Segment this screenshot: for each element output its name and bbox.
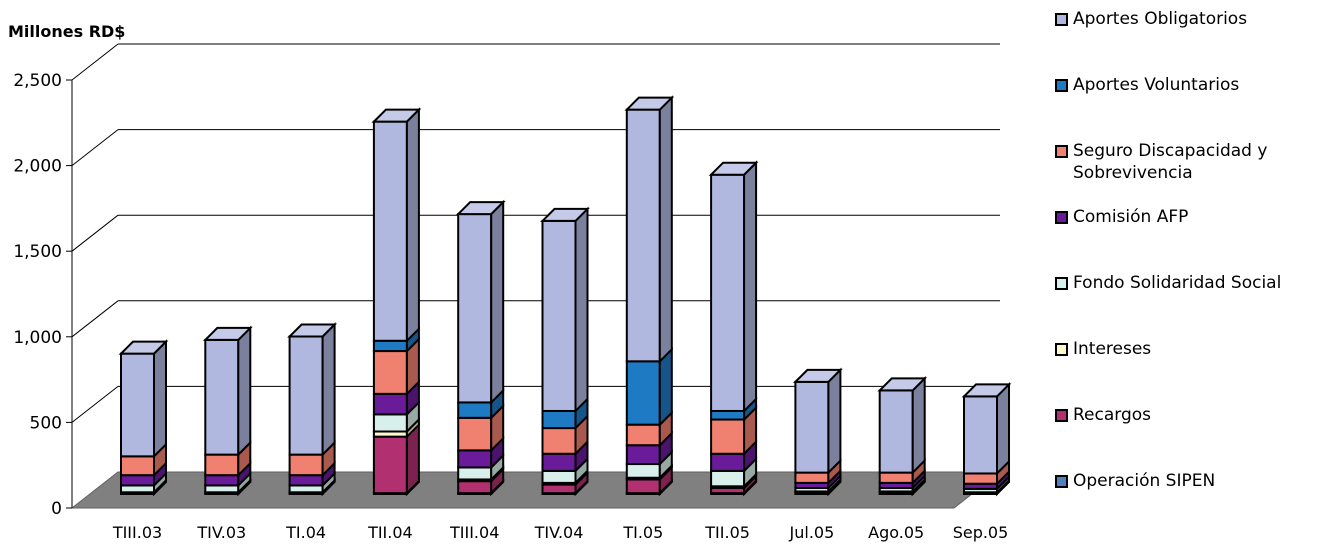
- y-tick-label: 2,000: [13, 157, 62, 177]
- bar-segment: [372, 399, 420, 434]
- y-tick-label: 1,500: [13, 242, 62, 262]
- bar-segment: [120, 339, 167, 459]
- bar-segment: [625, 410, 673, 448]
- x-tick-label: TIV.04: [534, 523, 584, 542]
- bar-top: [540, 207, 590, 222]
- legend-label: Fondo Solidaridad Social: [1073, 273, 1282, 293]
- bar-top: [624, 96, 675, 111]
- legend-swatch: [1055, 211, 1068, 224]
- x-tick-label: TI.05: [622, 523, 663, 542]
- bars: [118, 95, 1012, 497]
- x-tick-label: TIII.03: [112, 523, 162, 542]
- x-tick-label: Ago.05: [868, 523, 924, 542]
- x-tick-label: TII.05: [704, 523, 750, 542]
- bar-segment: [710, 439, 758, 474]
- bar-top: [455, 201, 506, 216]
- bar-segment: [963, 382, 1010, 476]
- legend-label: Operación SIPEN: [1073, 471, 1216, 491]
- bar-top: [792, 368, 843, 383]
- bar-top: [118, 340, 169, 355]
- bar-segment: [372, 336, 420, 397]
- bar-top: [371, 108, 422, 123]
- bar-segment: [457, 199, 505, 405]
- bar-top: [961, 383, 1012, 398]
- bar-segment: [372, 422, 420, 496]
- bar-segment: [120, 441, 167, 478]
- bar-top: [708, 161, 759, 176]
- bar-segment: [878, 376, 926, 476]
- y-axis-title: Millones RD$: [8, 22, 126, 41]
- legend-item: Aportes Obligatorios: [1055, 8, 1323, 30]
- x-axis: TIII.03 TIV.03 TI.04 TII.04 TIII.04 TIV.04 TI.…: [112, 523, 1008, 542]
- legend-item: Fondo Solidaridad Social: [1055, 272, 1323, 294]
- legend-label: Recargos: [1073, 405, 1152, 425]
- legend-label: Seguro Discapacidad y Sobrevivencia: [1073, 141, 1268, 183]
- gridline-depth: [71, 300, 119, 338]
- gridlines: [71, 43, 1000, 423]
- legend-label: Intereses: [1073, 339, 1152, 359]
- legend-swatch: [1055, 79, 1068, 92]
- legend-swatch: [1055, 343, 1068, 356]
- bar-top: [877, 377, 928, 392]
- x-tick-label: TII.04: [367, 523, 413, 542]
- bar-top: [287, 323, 338, 338]
- x-tick-label: TIII.04: [449, 523, 499, 542]
- bar-segment: [288, 322, 336, 458]
- y-tick-label: 2,500: [13, 71, 62, 91]
- bar-segment: [457, 403, 505, 453]
- legend-item: Comisión AFP: [1055, 206, 1323, 228]
- legend-swatch: [1055, 13, 1068, 26]
- bar-segment: [204, 325, 252, 458]
- x-tick-label: Sep.05: [953, 523, 1009, 542]
- legend-item: Seguro Discapacidad y Sobrevivencia: [1055, 140, 1323, 184]
- legend-item: Intereses: [1055, 338, 1323, 360]
- y-tick-label: 1,000: [13, 328, 62, 348]
- x-tick-label: Jul.05: [789, 523, 835, 542]
- bar-segment: [288, 440, 336, 478]
- bar-segment: [710, 160, 758, 414]
- legend-swatch: [1055, 409, 1068, 422]
- gridline-depth: [71, 129, 119, 166]
- bar-segment: [625, 95, 673, 364]
- gridline-depth: [71, 386, 119, 423]
- legend-label: Aportes Voluntarios: [1073, 75, 1240, 95]
- legend-label: Aportes Obligatorios: [1073, 9, 1248, 29]
- bar-segment: [541, 206, 589, 414]
- gridline-depth: [71, 43, 119, 81]
- gridline-depth: [71, 214, 119, 252]
- legend-item: Recargos: [1055, 404, 1323, 426]
- legend-item: Aportes Voluntarios: [1055, 74, 1323, 96]
- legend-label: Comisión AFP: [1073, 207, 1189, 227]
- x-tick-label: TI.04: [285, 523, 326, 542]
- y-axis: 0 500 1,000 1,500 2,000 2,500: [13, 71, 73, 519]
- legend-swatch: [1055, 475, 1068, 488]
- bar-segment: [457, 387, 505, 421]
- bar-segment: [794, 367, 842, 476]
- legend-swatch: [1055, 145, 1068, 158]
- y-tick-label: 0: [51, 499, 62, 519]
- legend-item: Operación SIPEN: [1055, 470, 1323, 492]
- bar-top: [202, 326, 253, 341]
- legend-swatch: [1055, 277, 1068, 290]
- x-tick-label: TIV.03: [196, 523, 246, 542]
- legend: Aportes Obligatorios Aportes Voluntarios S…: [1055, 0, 1331, 544]
- bar-segment: [372, 107, 420, 344]
- y-tick-label: 500: [30, 413, 62, 433]
